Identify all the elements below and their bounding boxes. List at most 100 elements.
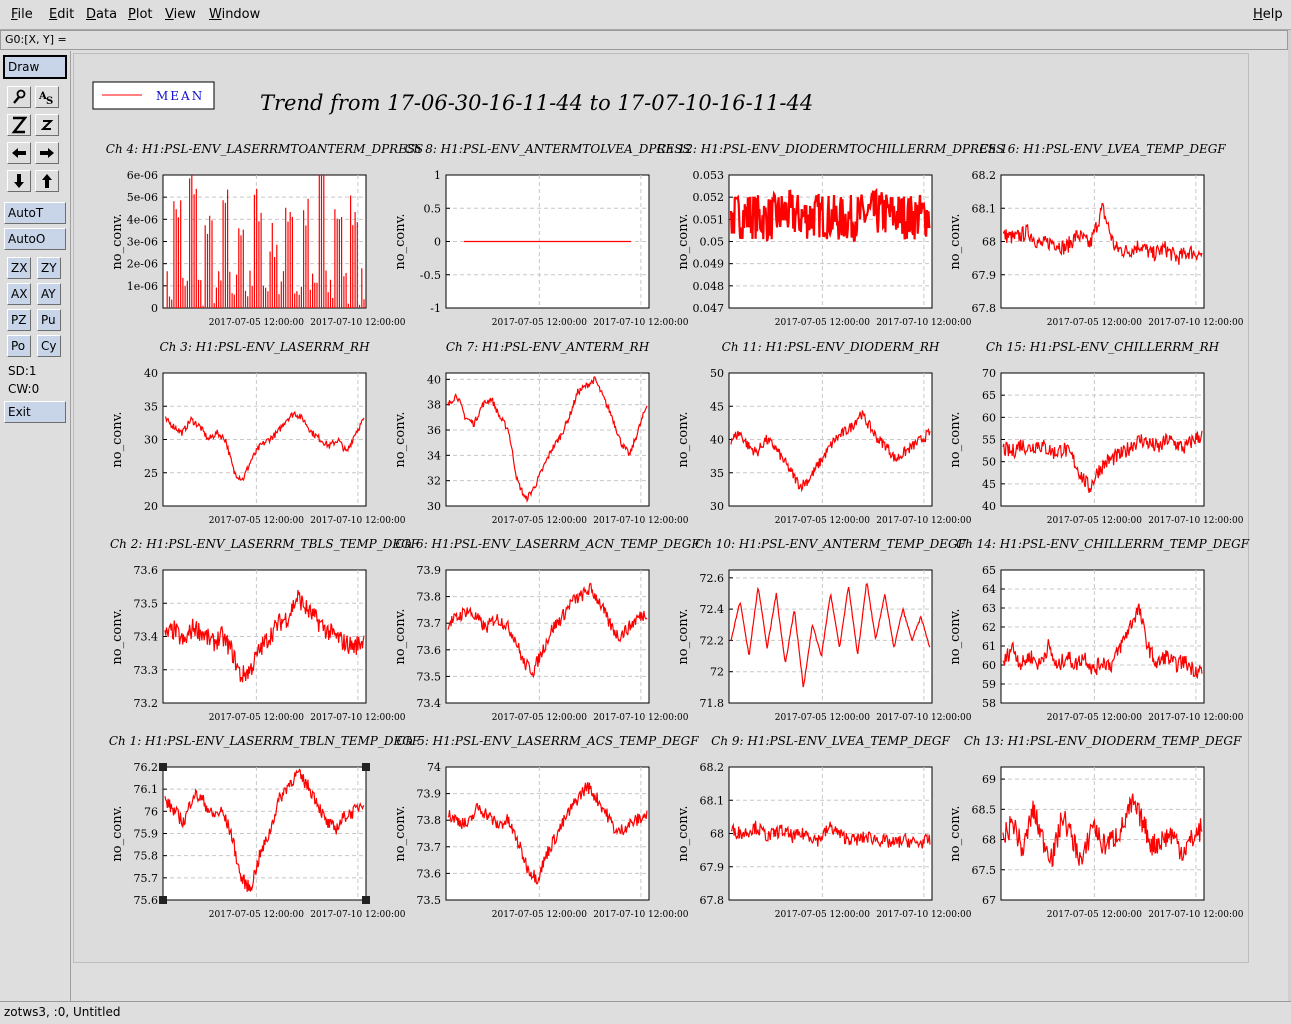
chart-panel-1[interactable]: Ch 4: H1:PSL-ENV_LASERRMTOANTERM_DPRESS 0… (106, 142, 423, 328)
selection-handle[interactable] (362, 763, 370, 771)
cw-label: CW:0 (8, 382, 40, 396)
selection-handle[interactable] (159, 896, 167, 904)
y-axis-label: no_conv. (948, 411, 963, 467)
x-tick-label: 2017-07-05 12:00:00 (209, 318, 304, 328)
y-tick-label: 20 (144, 500, 158, 513)
x-tick-label: 2017-07-10 12:00:00 (1148, 713, 1243, 723)
menu-window[interactable]: Window (209, 7, 261, 22)
y-tick-label: 55 (982, 434, 996, 447)
y-tick-label: 4e-06 (127, 213, 158, 226)
menu-help[interactable]: Help (1253, 7, 1283, 22)
y-tick-label: 67 (982, 894, 996, 907)
y-tick-label: 72.2 (700, 634, 725, 647)
arrow-right-icon[interactable] (35, 142, 59, 164)
series-line-mean (730, 410, 931, 493)
cy-button[interactable]: Cy (37, 335, 61, 357)
zy-button[interactable]: ZY (37, 257, 61, 279)
chart-panel-4[interactable]: Ch 16: H1:PSL-ENV_LVEA_TEMP_DEGF 67.8 67.9… (948, 142, 1244, 328)
y-tick-label: 58 (982, 697, 996, 710)
chart-title: Ch 1: H1:PSL-ENV_LASERRM_TBLN_TEMP_DEGF (109, 734, 421, 748)
y-tick-label: 67.8 (700, 894, 725, 907)
chart-title: Ch 14: H1:PSL-ENV_CHILLERRM_TEMP_DEGF (956, 537, 1250, 551)
chart-panel-11[interactable]: Ch 10: H1:PSL-ENV_ANTERM_TEMP_DEGF 71.8 72… (676, 537, 972, 723)
chart-panel-12[interactable]: Ch 14: H1:PSL-ENV_CHILLERRM_TEMP_DEGF 58 5… (948, 537, 1250, 723)
chart-panel-3[interactable]: Ch 12: H1:PSL-ENV_DIODERMTOCHILLERRM_DPR… (657, 142, 1004, 328)
y-tick-label: 73.3 (134, 664, 159, 677)
chart-panel-13[interactable]: Ch 1: H1:PSL-ENV_LASERRM_TBLN_TEMP_DEGF 7… (109, 734, 421, 920)
ax-button[interactable]: AX (7, 283, 31, 305)
y-tick-label: 65 (982, 564, 996, 577)
y-tick-label: 64 (982, 583, 996, 596)
ay-button[interactable]: AY (37, 283, 61, 305)
y-tick-label: 40 (710, 434, 724, 447)
x-tick-label: 2017-07-05 12:00:00 (209, 910, 304, 920)
chart-panel-14[interactable]: Ch 5: H1:PSL-ENV_LASERRM_ACS_TEMP_DEGF 73… (393, 734, 699, 920)
y-tick-label: 76.2 (134, 761, 159, 774)
exit-button[interactable]: Exit (4, 401, 66, 423)
y-tick-label: 67.5 (972, 864, 997, 877)
x-tick-label: 2017-07-10 12:00:00 (593, 713, 688, 723)
chart-panel-8[interactable]: Ch 15: H1:PSL-ENV_CHILLERRM_RH 40 45 50 55 60… (948, 340, 1244, 526)
x-tick-label: 2017-07-05 12:00:00 (1047, 318, 1142, 328)
chart-panel-2[interactable]: Ch 8: H1:PSL-ENV_ANTERMTOLVEA_DPRESS -1 -0… (393, 142, 691, 328)
chart-panel-5[interactable]: Ch 3: H1:PSL-ENV_LASERRM_RH 20 25 30 35 40 201… (110, 340, 406, 526)
selection-handle[interactable] (362, 896, 370, 904)
chart-panel-7[interactable]: Ch 11: H1:PSL-ENV_DIODERM_RH 30 35 40 45 50 20… (676, 340, 972, 526)
chart-panel-9[interactable]: Ch 2: H1:PSL-ENV_LASERRM_TBLS_TEMP_DEGF 7… (110, 537, 420, 723)
sd-label: SD:1 (8, 364, 37, 378)
status-text: zotws3, :0, Untitled (4, 1005, 121, 1019)
x-tick-label: 2017-07-10 12:00:00 (876, 910, 971, 920)
y-tick-label: 76.1 (134, 783, 159, 796)
draw-button[interactable]: Draw (3, 55, 67, 79)
arrow-down-icon[interactable] (7, 170, 31, 192)
y-tick-label: 65 (982, 389, 996, 402)
legend-label: MEAN (156, 89, 204, 103)
coordinate-readout-bar: G0:[X, Y] = (0, 30, 1288, 50)
zoom-small-z-icon[interactable] (35, 114, 59, 136)
y-tick-label: 72 (710, 666, 724, 679)
chart-panel-10[interactable]: Ch 6: H1:PSL-ENV_LASERRM_ACN_TEMP_DEGF 73… (393, 537, 700, 723)
magnify-icon[interactable] (7, 86, 31, 108)
menu-data[interactable]: Data (86, 7, 118, 22)
zx-button[interactable]: ZX (7, 257, 31, 279)
y-axis-label: no_conv. (110, 608, 125, 664)
pz-button[interactable]: PZ (7, 309, 31, 331)
menu-bar: File Edit Data Plot View Window Help (0, 0, 1291, 30)
y-tick-label: 32 (427, 475, 441, 488)
auto-o-button[interactable]: AutoO (4, 228, 66, 250)
chart-title: Ch 4: H1:PSL-ENV_LASERRMTOANTERM_DPRESS (106, 142, 423, 156)
y-tick-label: 73.2 (134, 697, 159, 710)
y-tick-label: 0.053 (693, 169, 725, 182)
auto-t-button[interactable]: AutoT (4, 202, 66, 224)
plot-canvas[interactable]: MEAN Trend from 17-06-30-16-11-44 to 17-… (73, 53, 1250, 963)
zoom-z-icon[interactable] (7, 114, 31, 136)
chart-panel-6[interactable]: Ch 7: H1:PSL-ENV_ANTERM_RH 30 32 34 36 38 40 20… (393, 340, 689, 526)
arrow-up-icon[interactable] (35, 170, 59, 192)
y-tick-label: 74 (427, 761, 441, 774)
pu-button[interactable]: Pu (37, 309, 61, 331)
series-line-mean (1002, 603, 1203, 680)
po-button[interactable]: Po (7, 335, 31, 357)
x-tick-label: 2017-07-10 12:00:00 (310, 516, 405, 526)
chart-panel-15[interactable]: Ch 9: H1:PSL-ENV_LVEA_TEMP_DEGF 67.8 67.9 6… (676, 734, 972, 920)
y-tick-label: 35 (710, 467, 724, 480)
y-tick-label: 30 (144, 434, 158, 447)
chart-panel-16[interactable]: Ch 13: H1:PSL-ENV_DIODERM_TEMP_DEGF 67 67.… (948, 734, 1244, 920)
menu-view[interactable]: View (165, 7, 196, 22)
y-tick-label: 68.2 (700, 761, 725, 774)
y-tick-label: 73.9 (417, 564, 442, 577)
series-line-mean (166, 175, 365, 308)
svg-text:A: A (38, 91, 47, 102)
y-tick-label: 67.9 (700, 861, 725, 874)
menu-edit[interactable]: Edit (49, 7, 75, 22)
menu-plot[interactable]: Plot (128, 7, 153, 22)
arrow-left-icon[interactable] (7, 142, 31, 164)
menu-file[interactable]: File (11, 7, 33, 22)
selection-handle[interactable] (159, 763, 167, 771)
x-tick-label: 2017-07-05 12:00:00 (1047, 516, 1142, 526)
x-tick-label: 2017-07-10 12:00:00 (876, 516, 971, 526)
y-tick-label: 73.6 (134, 564, 159, 577)
y-tick-label: 50 (982, 456, 996, 469)
y-axis-label: no_conv. (110, 411, 125, 467)
